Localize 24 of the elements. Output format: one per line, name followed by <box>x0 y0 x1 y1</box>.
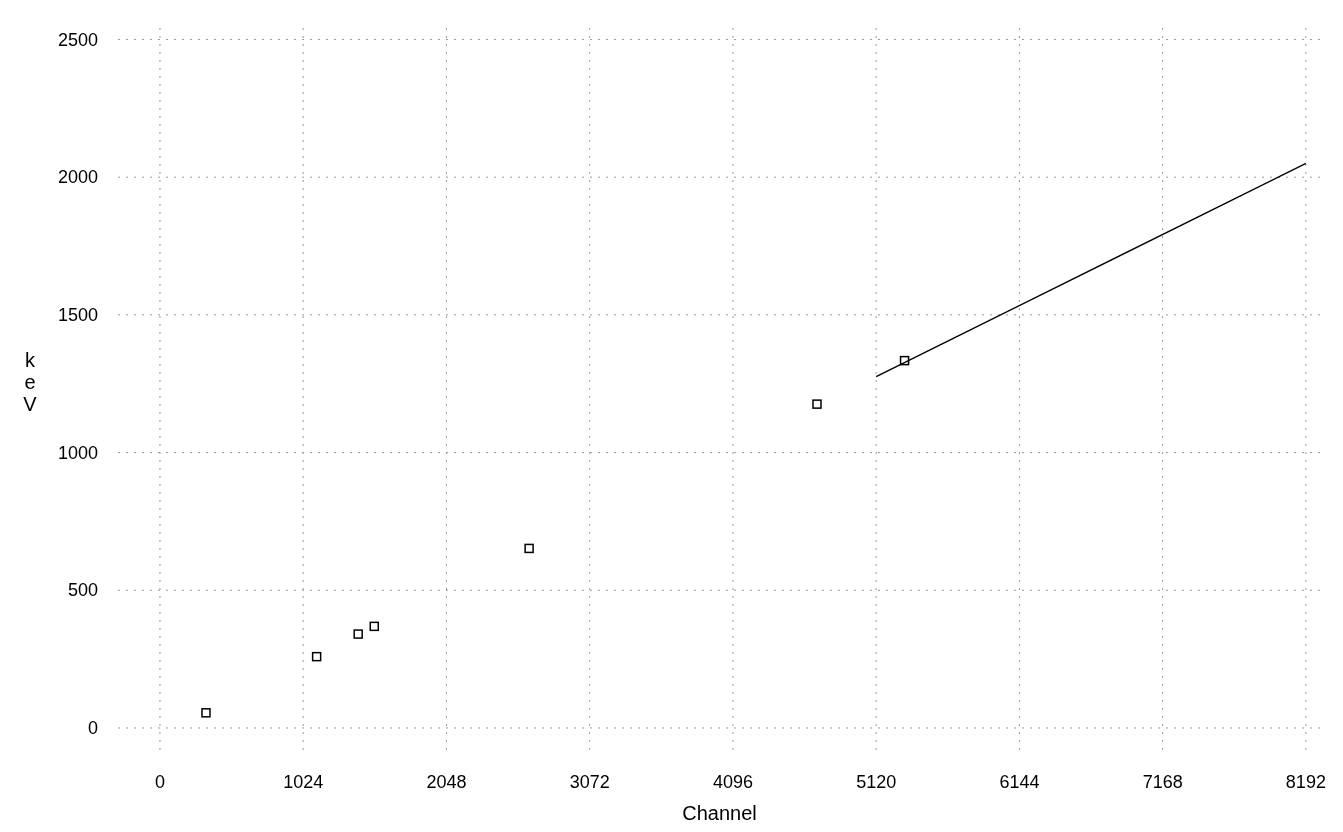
y-axis-title: keV <box>23 348 38 415</box>
x-tick-label: 6144 <box>999 772 1040 792</box>
point <box>311 651 322 662</box>
x-tick-label: 4096 <box>712 772 753 792</box>
point <box>369 621 380 632</box>
point <box>812 399 822 409</box>
point <box>524 543 534 554</box>
y-tick-label: 500 <box>67 580 98 601</box>
x-axis-title: Channel <box>682 802 757 824</box>
x-tick-label: 0 <box>154 772 165 792</box>
x-tick-label: 5120 <box>856 772 897 792</box>
y-tick-label: 0 <box>87 717 98 738</box>
x-tick-label: 3072 <box>569 772 610 792</box>
y-tick-label: 2000 <box>57 167 98 188</box>
x-tick-label: 7168 <box>1142 772 1183 792</box>
x-tick-label: 8192 <box>1285 772 1326 792</box>
x-tick-label: 2048 <box>426 772 467 792</box>
y-tick-label: 1500 <box>57 304 98 325</box>
point <box>201 708 211 718</box>
point <box>899 355 910 366</box>
point <box>353 629 363 639</box>
y-tick-label: 1000 <box>57 442 98 463</box>
x-tick-label: 1024 <box>283 772 324 792</box>
y-tick-label: 2500 <box>57 29 98 50</box>
